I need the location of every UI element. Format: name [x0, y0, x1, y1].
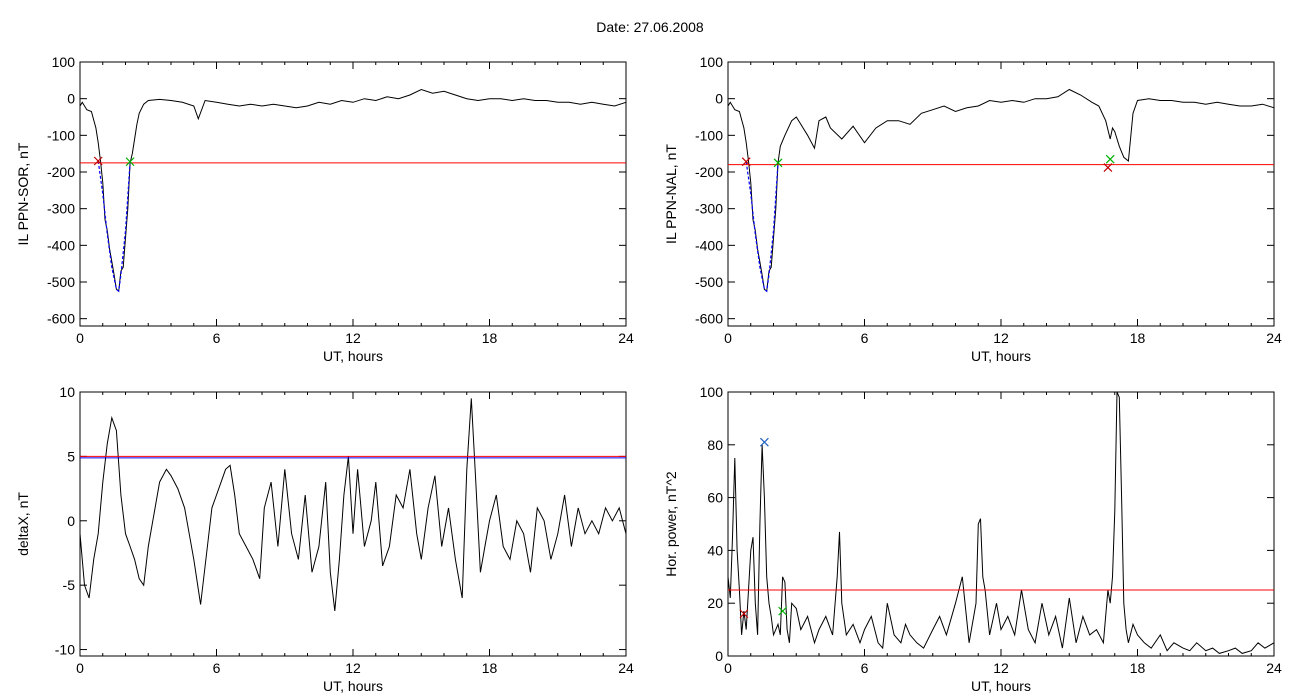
y-tick-label: -200: [47, 164, 75, 180]
x-axis-label: UT, hours: [323, 348, 383, 364]
y-tick-label: 40: [707, 542, 723, 558]
y-tick-label: -300: [695, 201, 723, 217]
series-line: [79, 398, 627, 611]
y-tick-label: -500: [695, 274, 723, 290]
x-tick-label: 6: [861, 660, 869, 676]
y-tick-label: 5: [67, 448, 75, 464]
marker-start: [739, 609, 749, 619]
chart-panel-deltax: 0 6 12 18 24 -10 -5 0 5 10 UT, hours deltaX, nT: [15, 384, 634, 694]
plot-frame: [79, 61, 627, 327]
x-tick-label: 18: [482, 660, 498, 676]
y-tick-label: -600: [695, 311, 723, 327]
chart-panel-il-sor: 0 6 12 18 24 -600 -500 -400 -300 -200 -100 0 100 UT, …: [15, 54, 634, 364]
y-axis-label: Hor. power, nT^2: [663, 471, 679, 577]
marker-peak: [759, 437, 769, 447]
x-tick-label: 12: [345, 660, 361, 676]
x-tick-label: 12: [993, 330, 1009, 346]
y-tick-label: -400: [695, 237, 723, 253]
series-line: [79, 88, 627, 293]
y-tick-label: -100: [47, 127, 75, 143]
y-tick-label: -100: [695, 127, 723, 143]
y-tick-label: 10: [59, 384, 75, 400]
y-tick-label: 0: [715, 91, 723, 107]
y-tick-label: -300: [47, 201, 75, 217]
plot-frame: [727, 61, 1275, 327]
x-tick-label: 0: [724, 330, 732, 346]
y-axis-label: deltaX, nT: [15, 492, 31, 556]
y-tick-label: 0: [715, 648, 723, 664]
fit-line: [745, 161, 779, 293]
y-tick-label: -10: [55, 642, 75, 658]
y-axis-label: IL PPN-NAL, nT: [663, 144, 679, 244]
x-tick-label: 24: [618, 660, 634, 676]
x-tick-label: 24: [618, 330, 634, 346]
x-tick-label: 24: [1266, 330, 1282, 346]
x-axis-label: UT, hours: [971, 678, 1031, 694]
y-tick-label: 100: [700, 384, 724, 400]
y-tick-label: -400: [47, 237, 75, 253]
y-tick-label: -5: [63, 577, 76, 593]
y-tick-label: 0: [67, 513, 75, 529]
x-tick-label: 0: [76, 330, 84, 346]
marker-end: [773, 158, 783, 168]
y-tick-label: 100: [52, 54, 76, 70]
y-tick-label: 80: [707, 437, 723, 453]
x-tick-label: 6: [861, 330, 869, 346]
y-tick-label: -600: [47, 311, 75, 327]
x-tick-label: 24: [1266, 660, 1282, 676]
plot-frame: [727, 391, 1275, 657]
x-tick-label: 6: [213, 660, 221, 676]
marker-end: [778, 606, 788, 616]
series-line: [727, 391, 1275, 654]
page-title: Date: 27.06.2008: [596, 19, 704, 35]
y-tick-label: -500: [47, 274, 75, 290]
x-tick-label: 0: [76, 660, 84, 676]
y-axis-label: IL PPN-SOR, nT: [15, 142, 31, 245]
x-tick-label: 18: [482, 330, 498, 346]
marker-start: [1103, 163, 1113, 173]
series-line: [727, 88, 1275, 293]
y-tick-label: 100: [700, 54, 724, 70]
x-axis-label: UT, hours: [323, 678, 383, 694]
x-axis-label: UT, hours: [971, 348, 1031, 364]
y-tick-label: 0: [67, 91, 75, 107]
marker-end: [125, 157, 135, 167]
x-tick-label: 12: [345, 330, 361, 346]
fit-line: [97, 160, 131, 293]
marker-start: [741, 157, 751, 167]
y-tick-label: -200: [695, 164, 723, 180]
marker-end: [1105, 154, 1115, 164]
chart-panel-il-nal: 0 6 12 18 24 -600 -500 -400 -300 -200 -100 0 100 UT, …: [663, 54, 1282, 364]
plot-frame: [79, 391, 627, 657]
y-tick-label: 20: [707, 595, 723, 611]
chart-panel-hor-power: 0 6 12 18 24 0 20 40 60 80 100 UT, hours Hor. power,…: [663, 384, 1282, 694]
x-tick-label: 6: [213, 330, 221, 346]
marker-start: [93, 156, 103, 166]
x-tick-label: 18: [1130, 660, 1146, 676]
x-tick-label: 0: [724, 660, 732, 676]
x-tick-label: 12: [993, 660, 1009, 676]
x-tick-label: 18: [1130, 330, 1146, 346]
y-tick-label: 60: [707, 490, 723, 506]
